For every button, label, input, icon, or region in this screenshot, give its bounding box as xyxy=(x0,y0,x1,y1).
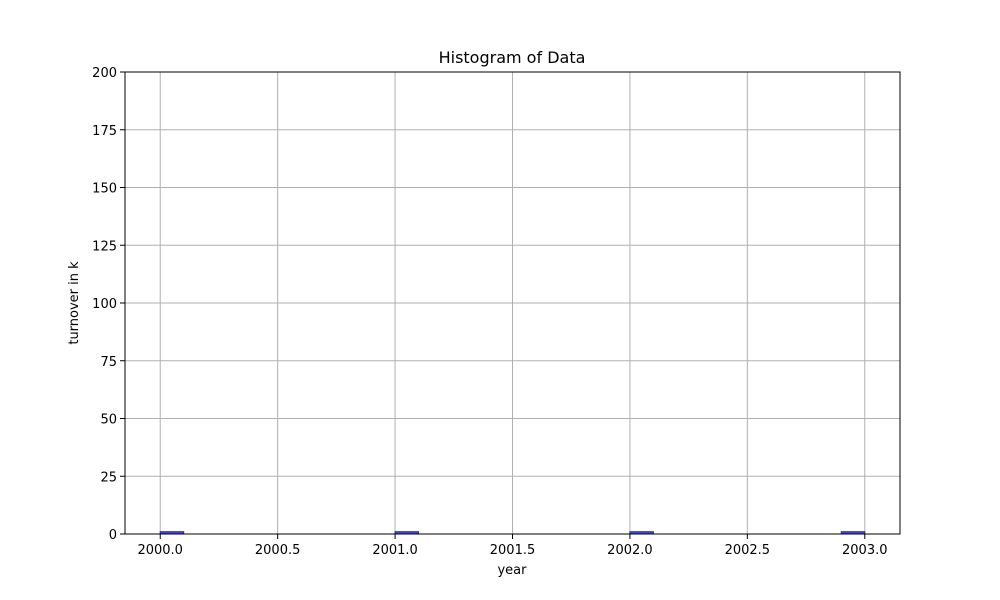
x-tick-label: 2001.5 xyxy=(490,543,536,558)
x-tick-label: 2003.0 xyxy=(842,543,888,558)
y-tick-label: 175 xyxy=(92,124,117,139)
x-tick-label: 2002.5 xyxy=(725,543,771,558)
x-tick-label: 2000.0 xyxy=(137,543,183,558)
x-axis-label: year xyxy=(497,563,527,578)
y-tick-label: 25 xyxy=(100,470,117,485)
x-tick-label: 2001.0 xyxy=(372,543,418,558)
y-tick-label: 50 xyxy=(100,413,117,428)
ticks-layer: 2000.0 2000.5 2001.0 2001.5 2002.0 2002.5 2003… xyxy=(92,66,887,558)
y-tick-label: 100 xyxy=(92,297,117,312)
y-tick-label: 0 xyxy=(109,528,117,543)
x-tick-label: 2002.0 xyxy=(607,543,653,558)
y-tick-label: 200 xyxy=(92,66,117,81)
grid-layer xyxy=(125,71,900,535)
chart-title: Histogram of Data xyxy=(439,48,586,67)
y-axis-label: turnover in k xyxy=(67,261,82,345)
y-tick-label: 150 xyxy=(92,182,117,197)
y-tick-label: 125 xyxy=(92,239,117,254)
y-tick-label: 75 xyxy=(100,355,117,370)
x-tick-label: 2000.5 xyxy=(255,543,301,558)
